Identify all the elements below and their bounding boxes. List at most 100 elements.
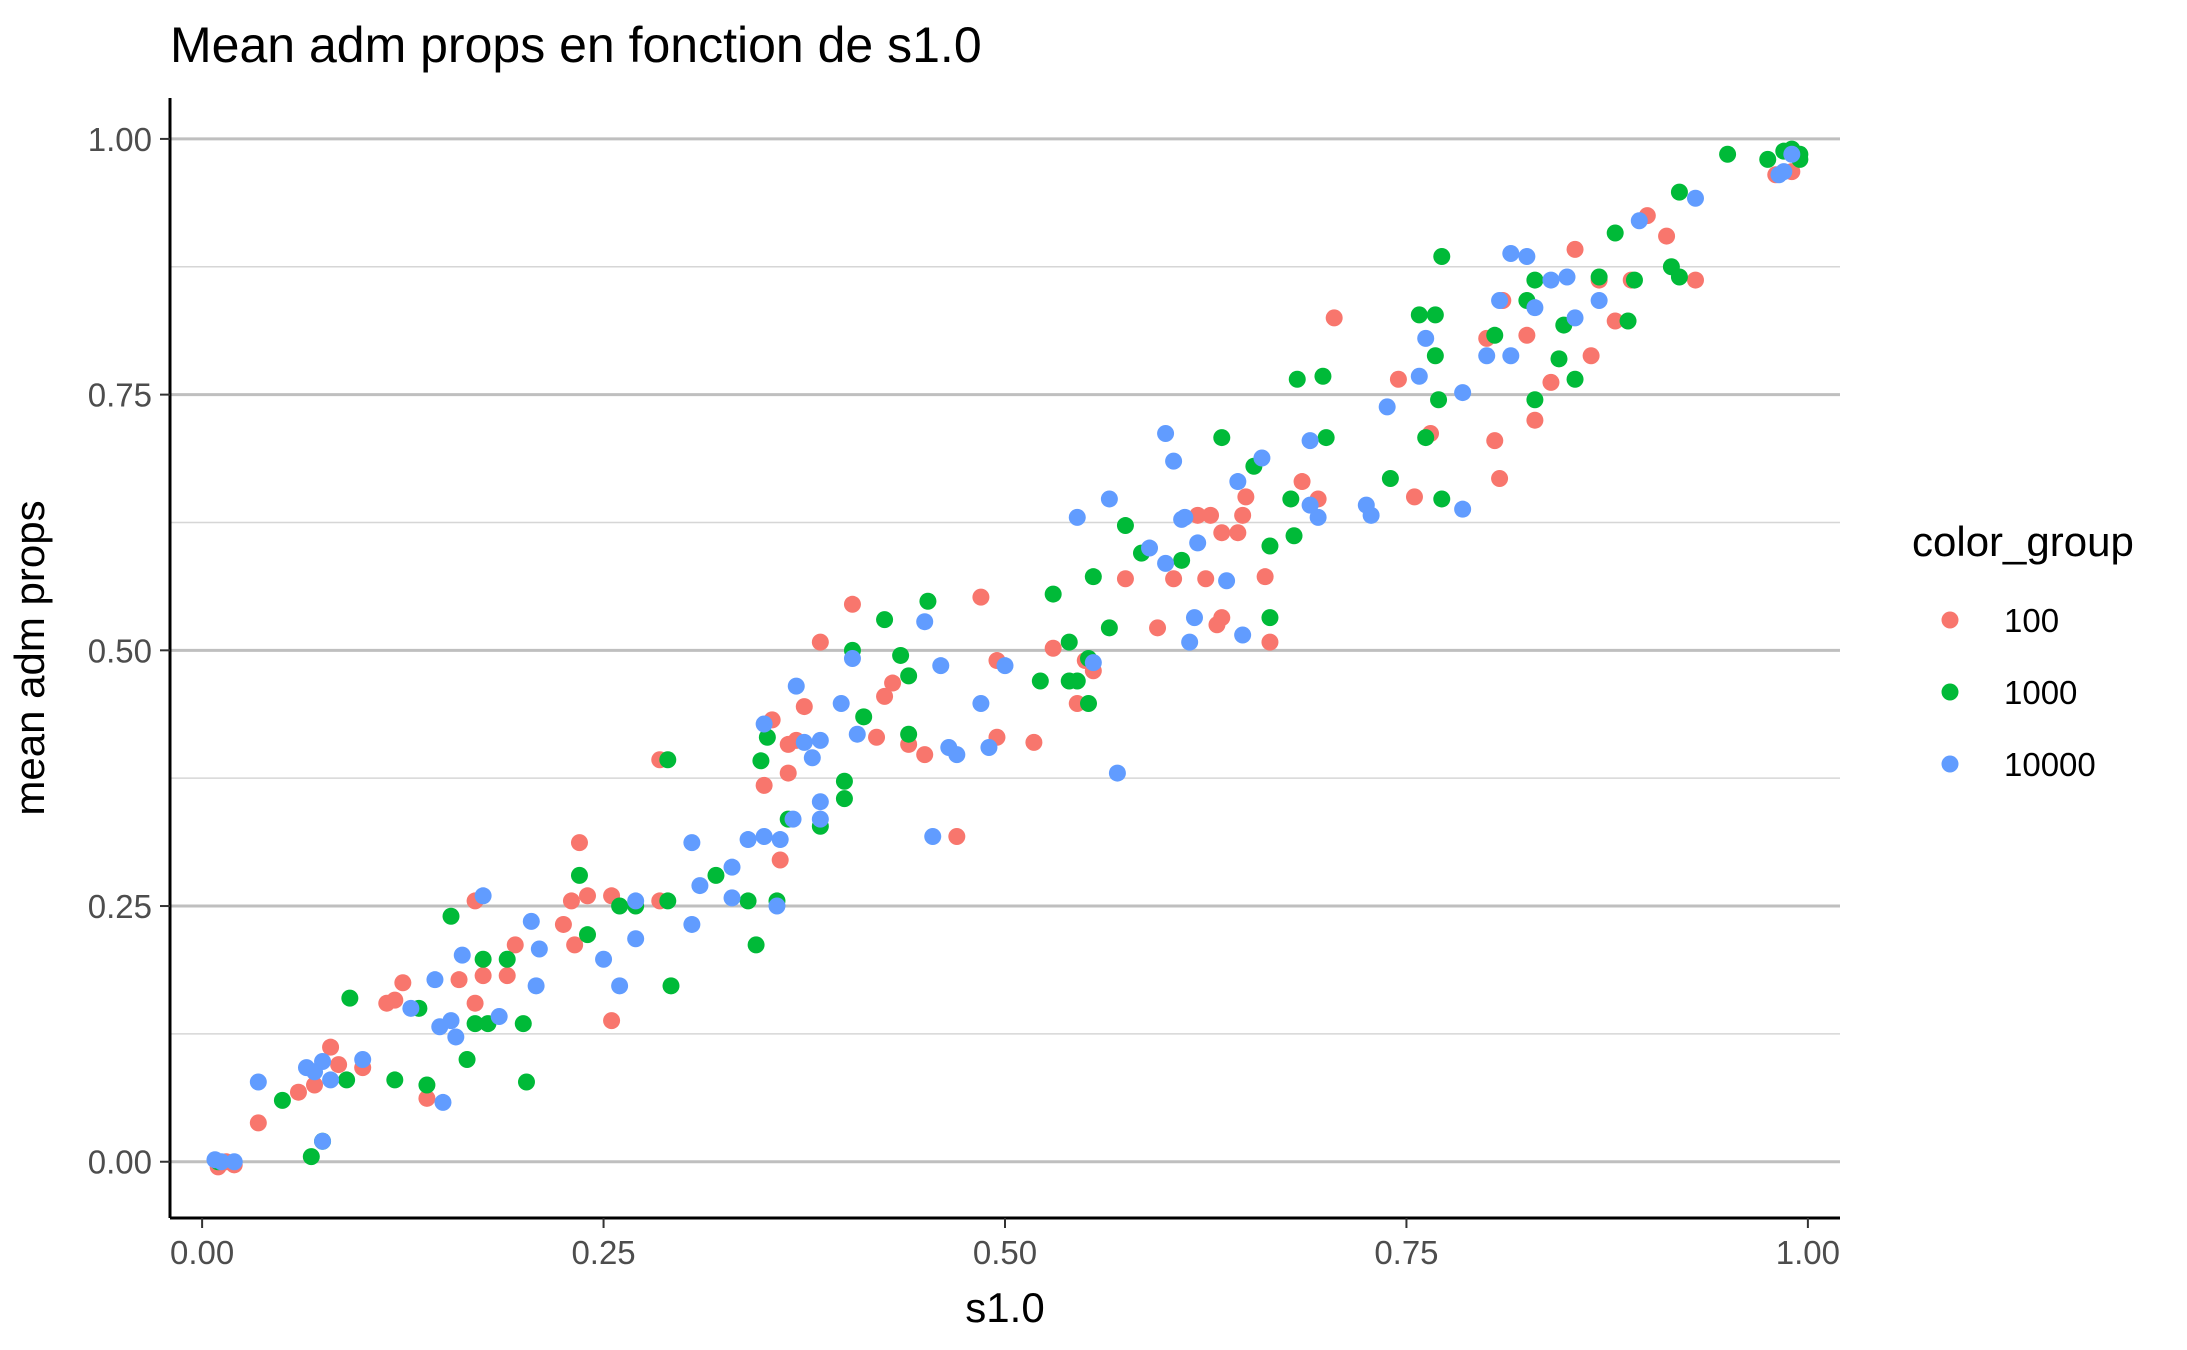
data-point [723, 858, 741, 876]
data-point [386, 1071, 404, 1089]
data-point [811, 810, 829, 828]
data-point [855, 708, 873, 726]
legend-key [1941, 683, 1959, 701]
data-point [876, 611, 894, 629]
legend-label: 100 [2004, 602, 2059, 639]
data-point [948, 827, 966, 845]
data-point [1478, 347, 1496, 365]
data-point [1285, 527, 1303, 545]
data-point [1253, 449, 1271, 467]
data-point [527, 977, 545, 995]
data-point [1234, 626, 1252, 644]
data-point [1775, 163, 1793, 181]
data-point [627, 930, 645, 948]
data-point [474, 967, 492, 985]
data-point [1317, 429, 1335, 447]
data-point [1542, 271, 1560, 289]
data-point [1670, 268, 1688, 286]
y-tick-label: 0.00 [88, 1144, 152, 1181]
data-point [980, 738, 998, 756]
data-point [1116, 570, 1134, 588]
data-point [1229, 473, 1247, 491]
data-point [916, 613, 934, 631]
data-point [1202, 506, 1220, 524]
data-point [1181, 633, 1199, 651]
data-point [1362, 506, 1380, 524]
data-point [314, 1053, 332, 1071]
data-point [1670, 183, 1688, 201]
data-point [1486, 326, 1504, 344]
data-point [1288, 370, 1306, 388]
data-point [1080, 695, 1097, 713]
data-point [1502, 244, 1520, 262]
data-point [426, 971, 444, 989]
x-tick-label: 1.00 [1776, 1234, 1840, 1271]
x-tick-label: 0.00 [170, 1234, 234, 1271]
y-tick-label: 1.00 [88, 121, 152, 158]
data-point [848, 725, 866, 743]
data-point [787, 677, 805, 695]
data-point [1173, 551, 1191, 569]
data-point [1606, 312, 1624, 330]
data-point [1157, 424, 1175, 442]
data-point [868, 728, 886, 746]
data-point [579, 926, 596, 944]
data-point [1237, 488, 1255, 506]
data-point [1282, 490, 1300, 508]
data-point [1261, 633, 1279, 651]
data-point [498, 967, 516, 985]
data-point [1518, 326, 1536, 344]
data-point [739, 831, 757, 849]
data-point [490, 1008, 508, 1026]
data-point [530, 940, 548, 958]
data-point [522, 912, 540, 930]
data-point [354, 1050, 372, 1068]
data-point [1491, 292, 1509, 310]
data-point [1526, 391, 1544, 409]
data-point [1426, 347, 1444, 365]
data-point [1197, 570, 1215, 588]
legend-entry: 1000 [1941, 674, 2077, 711]
legend-label: 10000 [2004, 746, 2096, 783]
data-point [659, 751, 677, 769]
data-point [1590, 268, 1608, 286]
data-point [1582, 347, 1600, 365]
data-point [996, 657, 1014, 675]
data-point [579, 887, 596, 905]
data-point [1301, 496, 1319, 514]
data-point [707, 866, 725, 884]
y-tick-label: 0.25 [88, 888, 152, 925]
data-point [566, 936, 584, 954]
data-point [1165, 452, 1183, 470]
data-point [924, 827, 942, 845]
data-point [322, 1038, 340, 1056]
data-point [832, 695, 850, 713]
data-point [418, 1076, 436, 1094]
data-point [1100, 490, 1118, 508]
data-point [1542, 373, 1560, 391]
data-point [1325, 309, 1343, 327]
data-point [876, 687, 894, 705]
data-point [330, 1056, 348, 1074]
data-point [1719, 145, 1737, 163]
data-point [1116, 517, 1134, 535]
y-axis-title: mean adm props [6, 500, 53, 815]
data-point [517, 1073, 535, 1091]
data-point [562, 892, 580, 910]
data-point [1417, 329, 1435, 347]
x-tick-label: 0.75 [1374, 1234, 1438, 1271]
data-point [811, 731, 829, 749]
data-point [306, 1076, 324, 1094]
data-point [458, 1050, 476, 1068]
data-point [1405, 488, 1423, 506]
data-point [835, 772, 853, 790]
data-point [892, 646, 910, 664]
data-point [1176, 508, 1194, 526]
data-point [1686, 189, 1704, 207]
data-point [1108, 764, 1126, 782]
data-point [1566, 309, 1584, 327]
data-point [803, 749, 821, 767]
y-tick-label: 0.75 [88, 377, 152, 414]
data-point [1410, 306, 1428, 324]
data-point [1606, 224, 1624, 242]
